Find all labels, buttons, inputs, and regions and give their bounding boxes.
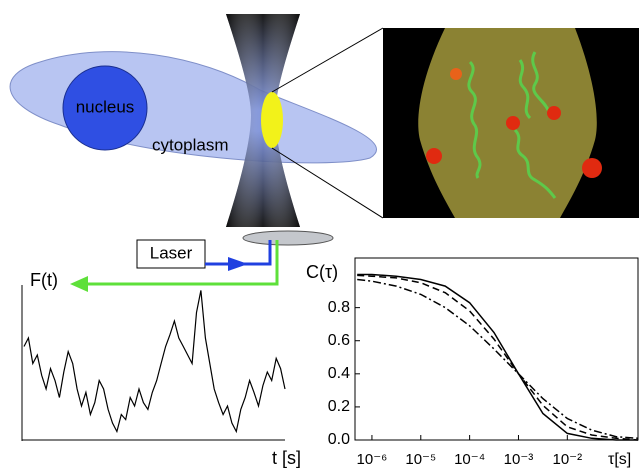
y-tick-label: 0.0 <box>328 431 350 448</box>
x-tick-label: 10⁻³ <box>504 451 534 468</box>
excitation-arrow <box>228 257 248 271</box>
curve <box>357 275 638 441</box>
trace <box>24 290 285 431</box>
emission-arrow <box>70 276 88 292</box>
x-tick-label: 10⁻⁶ <box>357 451 388 468</box>
laser-label: Laser <box>150 243 193 262</box>
y-tick-label: 0.4 <box>328 365 350 382</box>
y-tick-label: 0.2 <box>328 398 350 415</box>
page: {"diagram": {"nucleus": "nucleus", "cyto… <box>0 0 639 470</box>
x-tick-label: 10⁻⁵ <box>405 451 436 468</box>
focal-volume <box>261 92 283 148</box>
lens <box>243 231 333 245</box>
y-axis-label: F(t) <box>30 270 58 290</box>
cytoplasm-label: cytoplasm <box>152 135 229 154</box>
y-tick-label: 0.8 <box>328 299 350 316</box>
y-tick-label: 0.6 <box>328 332 350 349</box>
figure: nucleus cytoplasm Laser F(t) t [s] C(τ) … <box>0 0 639 470</box>
y-axis-label: C(τ) <box>306 262 338 282</box>
x-tick-label: 10⁻⁴ <box>454 451 485 468</box>
plot-frame <box>355 258 638 440</box>
curve <box>357 275 638 440</box>
curve <box>357 280 638 439</box>
x-axis-label: τ[s] <box>608 451 631 468</box>
x-tick-label: 10⁻² <box>553 451 583 468</box>
x-axis-label: t [s] <box>272 448 301 468</box>
nucleus-label: nucleus <box>76 97 135 116</box>
